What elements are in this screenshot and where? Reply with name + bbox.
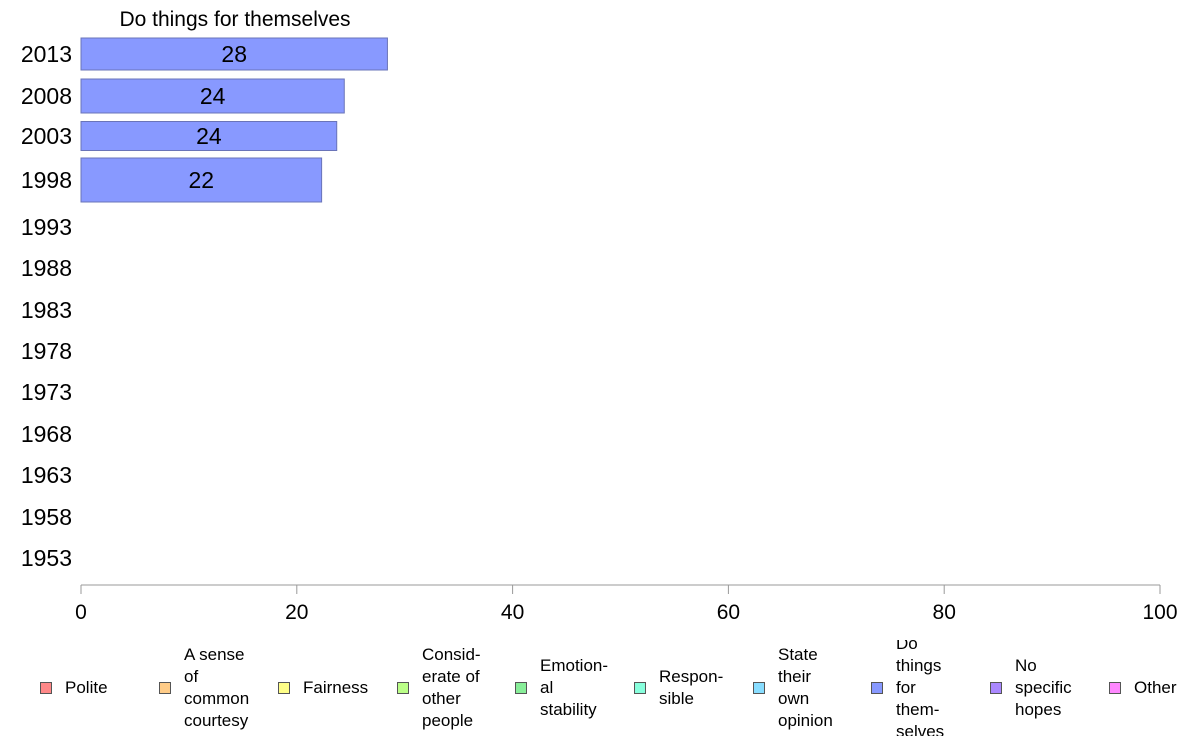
legend-label: Fairness (303, 678, 369, 697)
legend-item: No specific hopes (990, 640, 1072, 736)
year-label-1958: 1958 (21, 504, 72, 530)
legend-label: No specific hopes (1015, 656, 1072, 719)
year-label-1998: 1998 (21, 167, 72, 193)
legend-item: Do things for them- selves (871, 640, 944, 736)
x-tick-label-80: 80 (933, 601, 956, 624)
year-label-2008: 2008 (21, 83, 72, 109)
legend-label: State their own opinion (778, 645, 833, 730)
year-label-1983: 1983 (21, 297, 72, 323)
bar-1998 (80, 157, 323, 203)
legend-swatch (278, 682, 290, 694)
legend-swatch (515, 682, 527, 694)
year-label-1953: 1953 (21, 545, 72, 571)
x-tick-label-60: 60 (717, 601, 740, 624)
legend-label: Do things for them- selves (896, 640, 945, 736)
legend-swatch (397, 682, 409, 694)
x-axis: 0 20 40 60 80 100 (75, 584, 1178, 624)
year-label-1968: 1968 (21, 421, 72, 447)
bar-value-label-2013: 28 (221, 41, 247, 67)
legend: Polite A sense of common courtesy Fairness… (0, 640, 1188, 736)
legend-label: A sense of common courtesy (184, 645, 250, 730)
legend-item: Fairness (278, 640, 368, 736)
legend-swatch (990, 682, 1002, 694)
x-tick-label-100: 100 (1142, 601, 1177, 624)
legend-label: Other (1134, 678, 1177, 697)
year-label-2013: 2013 (21, 41, 72, 67)
legend-item: A sense of common courtesy (159, 640, 249, 736)
x-tick-label-40: 40 (501, 601, 524, 624)
year-label-1988: 1988 (21, 255, 72, 281)
legend-label: Polite (65, 678, 108, 697)
legend-label: Consid- erate of other people (422, 645, 481, 730)
legend-swatch (634, 682, 646, 694)
legend-swatch (40, 682, 52, 694)
legend-label: Emotion- al stability (540, 656, 609, 719)
legend-item: Emotion- al stability (515, 640, 608, 736)
bar-value-label-1998: 22 (189, 167, 215, 193)
chart-title: Do things for themselves (119, 8, 350, 31)
bar-2008 (80, 78, 345, 114)
legend-swatch (871, 682, 883, 694)
legend-item: Other (1109, 640, 1177, 736)
legend-label: Respon- sible (659, 667, 724, 708)
x-tick-label-20: 20 (285, 601, 308, 624)
legend-item: Polite (40, 640, 108, 736)
year-label-2003: 2003 (21, 123, 72, 149)
year-label-1963: 1963 (21, 462, 72, 488)
year-labels: 2013 2008 2003 1998 1993 1988 1983 1978 1973 1968… (21, 41, 72, 571)
year-label-1978: 1978 (21, 338, 72, 364)
legend-item: Respon- sible (634, 640, 723, 736)
bar-2003 (80, 121, 338, 151)
year-label-1973: 1973 (21, 379, 72, 405)
bar-value-label-2003: 24 (196, 123, 222, 149)
bar-2013 (80, 37, 388, 71)
x-tick-label-0: 0 (75, 601, 87, 624)
bars: 28 24 24 22 (80, 37, 388, 203)
legend-item: Consid- erate of other people (397, 640, 481, 736)
legend-swatch (753, 682, 765, 694)
year-label-1993: 1993 (21, 214, 72, 240)
bar-chart: Do things for themselves 2013 2008 2003 199… (21, 8, 1178, 624)
legend-swatch (159, 682, 171, 694)
bar-value-label-2008: 24 (200, 83, 226, 109)
legend-swatch (1109, 682, 1121, 694)
legend-item: State their own opinion (753, 640, 833, 736)
